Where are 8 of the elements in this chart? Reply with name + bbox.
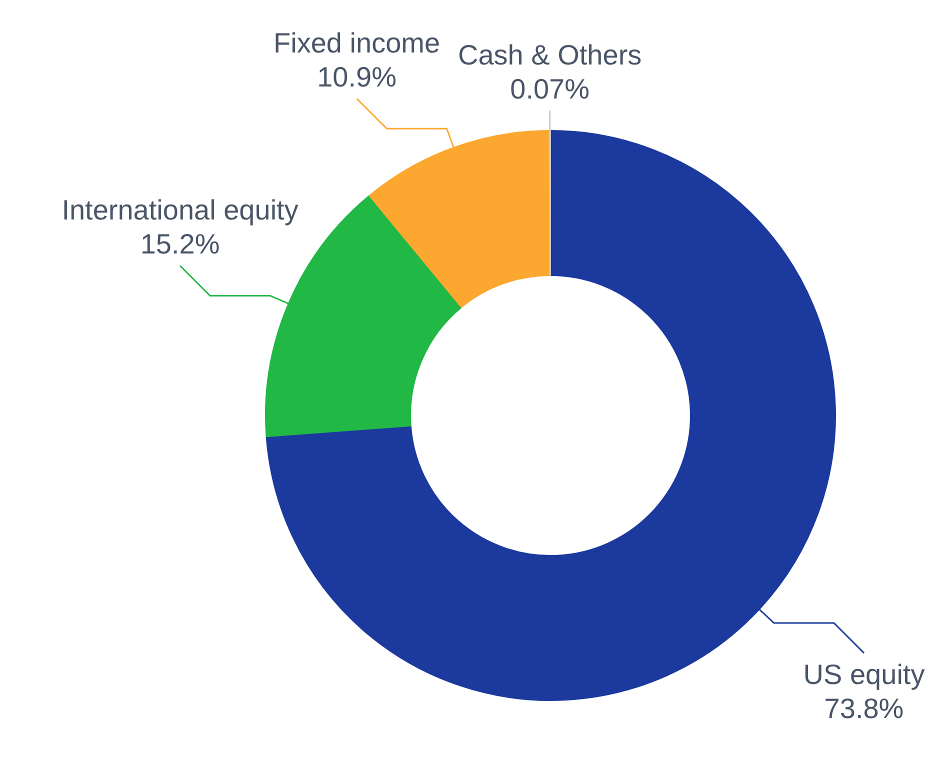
slice-label: Fixed income xyxy=(274,28,440,59)
data-label: 10.9% xyxy=(317,62,397,93)
slice-label: International equity xyxy=(62,194,298,226)
data-label: 73.8% xyxy=(824,693,904,724)
slice-label: US equity xyxy=(803,659,925,690)
data-label: 15.2% xyxy=(140,228,220,260)
data-label: 0.07% xyxy=(510,74,590,104)
slice-label: Cash & Others xyxy=(458,40,642,70)
